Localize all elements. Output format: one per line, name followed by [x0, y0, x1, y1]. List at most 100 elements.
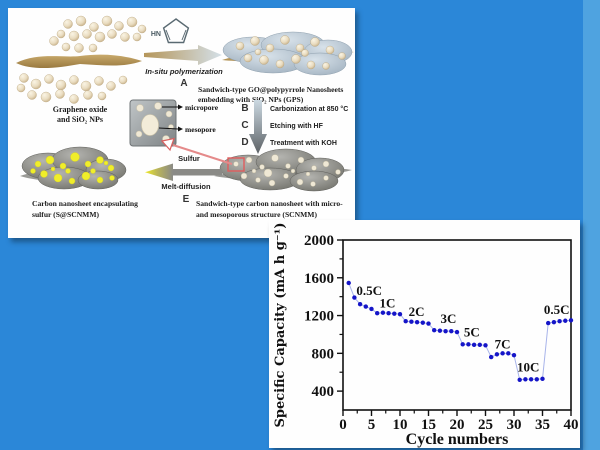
sio2-sphere [16, 83, 26, 93]
data-point [517, 377, 522, 382]
sio2-sphere [75, 15, 87, 27]
x-tick-label: 10 [393, 417, 408, 433]
pore-structure-inset [129, 99, 177, 147]
pore-dot [311, 165, 317, 171]
rate-capability-chart-panel: 400 800 1200 1600 2000 0 5 10 15 20 25 30 35 40 0.5C 1C… [269, 220, 580, 448]
s-scnmm-nanosheet-graphic [20, 146, 127, 190]
sio2-sphere [94, 31, 106, 43]
data-connecting-line [348, 282, 572, 381]
scnmm-nanosheet-graphic [214, 148, 352, 192]
sio2-sphere [101, 15, 113, 27]
data-point [460, 342, 465, 347]
sulfur-spot [107, 164, 115, 172]
pore-dot [323, 175, 329, 181]
step-e-letter: E [183, 194, 190, 205]
y-tick-label: 1600 [304, 271, 334, 287]
sio2-sphere [27, 90, 37, 100]
rate-annotation: 0.5C [544, 302, 570, 317]
embedded-sio2-sphere [325, 45, 335, 55]
slide-edge-strip [583, 0, 600, 450]
data-point [380, 310, 386, 315]
sulfur-spot [59, 162, 67, 170]
scnmm-caption-line1: Sandwich-type carbon nanosheet with micr… [196, 199, 343, 208]
pore-dot [285, 163, 291, 169]
embedded-sio2-sphere [322, 62, 330, 70]
embedded-sio2-sphere [275, 59, 285, 69]
pore-dot [271, 154, 279, 162]
sio2-sphere [30, 78, 42, 90]
synthesis-schematic-panel: Graphene oxide and SiO₂ NPs HN In-situ p… [8, 8, 355, 238]
go-caption-line1: Graphene oxide [53, 105, 108, 114]
pore-dot [297, 156, 305, 164]
x-tick-label: 20 [450, 417, 465, 433]
step-b-text: Carbonization at 850 °C [270, 105, 348, 113]
x-tick-label: 15 [421, 417, 436, 433]
sio2-sphere [40, 91, 52, 103]
x-tick-label: 25 [478, 417, 493, 433]
step-a-arrow-icon [144, 45, 222, 65]
mesopore-label: mesopore [185, 125, 216, 134]
sulfur-spot [50, 166, 56, 172]
sulfur-spot [65, 168, 71, 174]
step-b-letter: B [241, 103, 248, 114]
step-e-arrow-icon [145, 163, 222, 181]
sio2-sphere [120, 32, 130, 42]
sio2-sphere [74, 43, 84, 53]
sulfur-spot [96, 176, 104, 184]
data-point [471, 342, 477, 348]
zoom-callout-line [172, 144, 233, 165]
go-caption-line2: and SiO₂ NPs [57, 115, 103, 124]
rate-annotation: 7C [495, 336, 511, 351]
pore-dot [240, 172, 248, 180]
pore-dot [322, 160, 330, 168]
sio2-sphere [69, 94, 79, 104]
sulfur-spot [40, 170, 48, 178]
graphene-oxide-sheet-graphic [16, 54, 142, 69]
pore-dot [335, 169, 341, 175]
sio2-sphere [88, 43, 98, 53]
data-point [386, 310, 391, 316]
sio2-sphere [61, 42, 71, 52]
data-point [392, 311, 397, 316]
step-c-letter: C [241, 120, 248, 131]
sulfur-spot [30, 168, 36, 174]
pore-dot [259, 164, 265, 170]
sio2-sphere [94, 76, 104, 86]
steps-bcd-arrow-icon [249, 100, 267, 154]
data-point [443, 328, 448, 334]
sio2-sphere [44, 74, 54, 84]
pore-dot [310, 181, 316, 187]
embedded-sio2-sphere [310, 37, 320, 47]
step-d-letter: D [241, 137, 248, 148]
sulfur-spot [109, 175, 115, 181]
embedded-sio2-sphere [295, 43, 305, 53]
rate-annotation: 1C [380, 295, 396, 310]
data-point [426, 321, 431, 326]
data-point [546, 320, 551, 326]
sio2-sphere [63, 19, 73, 29]
pore-dot [245, 156, 253, 164]
sulfur-spot [34, 160, 42, 168]
sio2-sphere [55, 89, 65, 99]
pore-dot [290, 168, 296, 174]
x-tick-label: 40 [564, 417, 579, 433]
rate-annotation: 5C [464, 325, 480, 340]
sulfur-spot [81, 171, 91, 181]
embedded-sio2-sphere [235, 41, 245, 51]
sio2-sphere [107, 29, 117, 39]
x-tick-label: 5 [368, 417, 376, 433]
data-point [523, 377, 528, 382]
data-point [528, 377, 534, 382]
sio2-sphere [80, 80, 92, 92]
embedded-sio2-sphere [265, 43, 275, 53]
sio2-sphere [89, 22, 99, 32]
step-a-label: In-situ polymerization [145, 67, 223, 76]
embedded-sio2-sphere [306, 60, 316, 70]
data-point [540, 376, 545, 382]
embedded-sio2-sphere [280, 35, 290, 45]
embedded-sio2-sphere [243, 53, 253, 63]
s-scnmm-caption-line2: sulfur (S@SCNMM) [32, 210, 100, 219]
sio2-sphere [114, 21, 124, 31]
